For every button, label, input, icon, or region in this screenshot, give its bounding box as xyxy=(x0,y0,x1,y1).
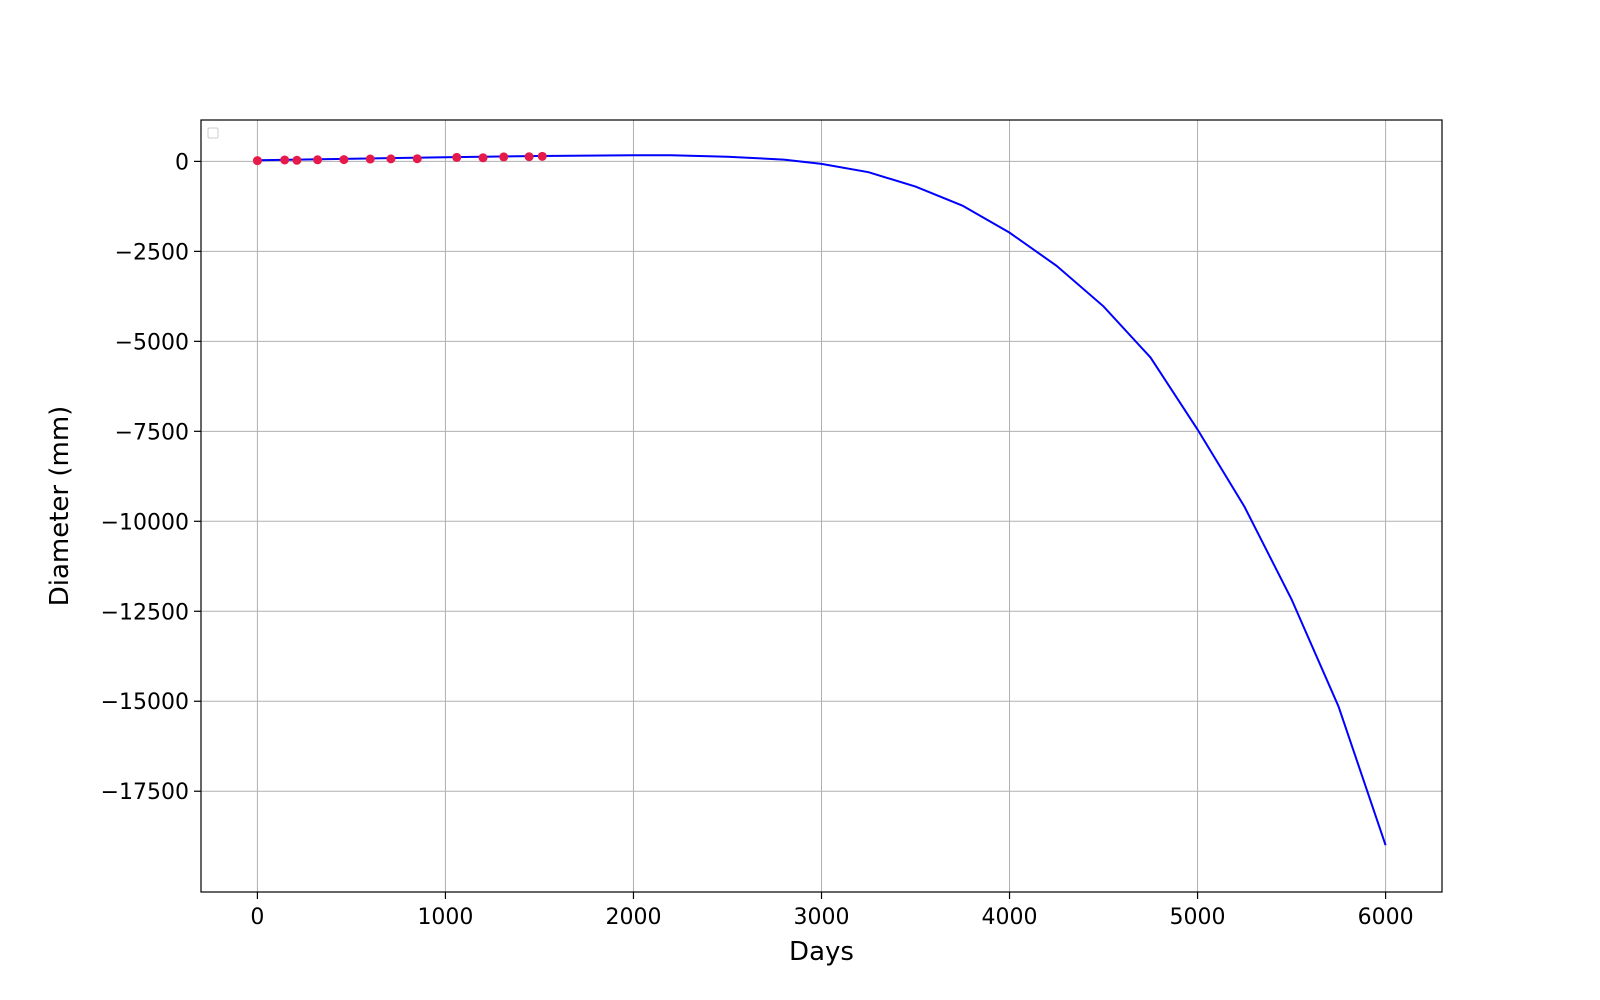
legend xyxy=(207,127,219,139)
x-tick-label: 1000 xyxy=(417,905,473,930)
x-tick-label: 3000 xyxy=(794,905,850,930)
y-tick-label: −10000 xyxy=(101,510,189,535)
ticks: 0 1000 2000 3000 4000 5000 6000 0 −2500 −5000 −750… xyxy=(101,150,1414,930)
y-axis-title: Diameter (mm) xyxy=(45,406,75,607)
x-tick-label: 0 xyxy=(250,905,264,930)
y-tick-label: −17500 xyxy=(101,780,189,805)
scatter-point xyxy=(339,155,349,165)
scatter-point xyxy=(292,155,302,165)
y-tick-label: 0 xyxy=(175,150,189,175)
scatter-point xyxy=(537,151,547,161)
scatter-point xyxy=(478,153,488,163)
scatter-point xyxy=(452,152,462,162)
scatter-point xyxy=(499,152,509,162)
x-tick-label: 6000 xyxy=(1358,905,1414,930)
x-tick-label: 5000 xyxy=(1170,905,1226,930)
y-tick-label: −2500 xyxy=(115,240,189,265)
y-tick-label: −7500 xyxy=(115,420,189,445)
x-axis-title: Days xyxy=(789,937,854,967)
y-tick-label: −15000 xyxy=(101,690,189,715)
scatter-point xyxy=(252,156,262,166)
plot-area xyxy=(252,151,1387,846)
scatter-point xyxy=(386,154,396,164)
scatter-point xyxy=(412,154,422,164)
scatter-point xyxy=(365,154,375,164)
legend-box xyxy=(207,127,219,139)
grid xyxy=(201,120,1442,892)
scatter-point xyxy=(313,155,323,165)
scatter-point xyxy=(280,155,290,165)
x-tick-label: 4000 xyxy=(982,905,1038,930)
y-tick-label: −5000 xyxy=(115,330,189,355)
y-tick-label: −12500 xyxy=(101,600,189,625)
scatter-point xyxy=(524,152,534,162)
x-tick-label: 2000 xyxy=(605,905,661,930)
fit-curve-line xyxy=(257,154,1387,846)
